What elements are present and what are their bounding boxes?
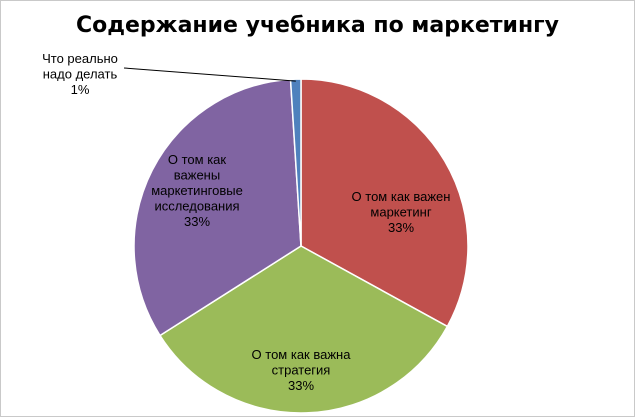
data-label-marketing: О том как важен маркетинг 33%: [352, 189, 451, 235]
slice-strategy: [158, 245, 449, 414]
slice-marketing: [300, 78, 469, 328]
slice-research: [133, 78, 302, 337]
chart-title: Содержание учебника по маркетингу: [75, 13, 559, 38]
leader-line: [123, 67, 296, 82]
slice-what-to-do: [289, 78, 302, 247]
data-label-what-to-do: Что реально надо делать 1%: [42, 51, 118, 97]
data-label-research: О том как важены маркетинговые исследования…: [151, 152, 243, 229]
data-label-strategy: О том как важна стратегия 33%: [252, 347, 352, 393]
